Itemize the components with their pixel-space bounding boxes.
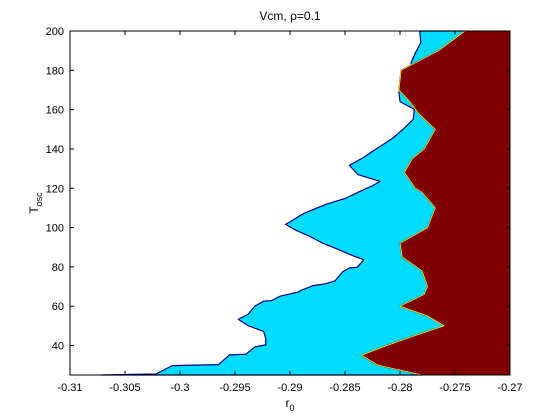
x-axis-label-main: r <box>285 396 289 410</box>
y-tick-label: 180 <box>46 65 64 77</box>
x-axis-label-sub: 0 <box>289 403 294 413</box>
y-tick-label: 160 <box>46 105 64 117</box>
x-tick-label: -0.285 <box>329 382 360 394</box>
x-tick-label: -0.275 <box>439 382 470 394</box>
x-tick-label: -0.29 <box>277 382 302 394</box>
y-tick-label: 60 <box>52 301 64 313</box>
y-tick-label: 140 <box>46 144 64 156</box>
chart-title: Vcm, ρ=0.1 <box>259 9 321 23</box>
y-axis-label: Tosc <box>27 192 44 214</box>
x-axis-label: r0 <box>285 396 294 413</box>
plot-area: -0.31 -0.305 -0.3 -0.295 -0.29 -0.285 -0.28 -0.… <box>46 26 523 394</box>
y-tick-label: 120 <box>46 183 64 195</box>
y-tick-label: 40 <box>52 341 64 353</box>
y-axis-label-sub: osc <box>34 192 44 207</box>
y-axis-ticks: 40 60 80 100 120 140 160 180 200 <box>46 26 510 353</box>
x-axis-ticks: -0.31 -0.305 -0.3 -0.295 -0.29 -0.285 -0.28 -0.… <box>57 31 523 394</box>
y-tick-label: 100 <box>46 223 64 235</box>
contour-regions <box>100 30 511 376</box>
x-tick-label: -0.28 <box>387 382 412 394</box>
x-tick-label: -0.305 <box>109 382 140 394</box>
x-tick-label: -0.27 <box>497 382 522 394</box>
y-axis-label-main: T <box>27 206 41 214</box>
x-tick-label: -0.31 <box>57 382 82 394</box>
y-tick-label: 80 <box>52 262 64 274</box>
y-tick-label: 200 <box>46 26 64 38</box>
contour-region-high <box>361 30 511 376</box>
x-tick-label: -0.3 <box>171 382 190 394</box>
x-tick-label: -0.295 <box>219 382 250 394</box>
